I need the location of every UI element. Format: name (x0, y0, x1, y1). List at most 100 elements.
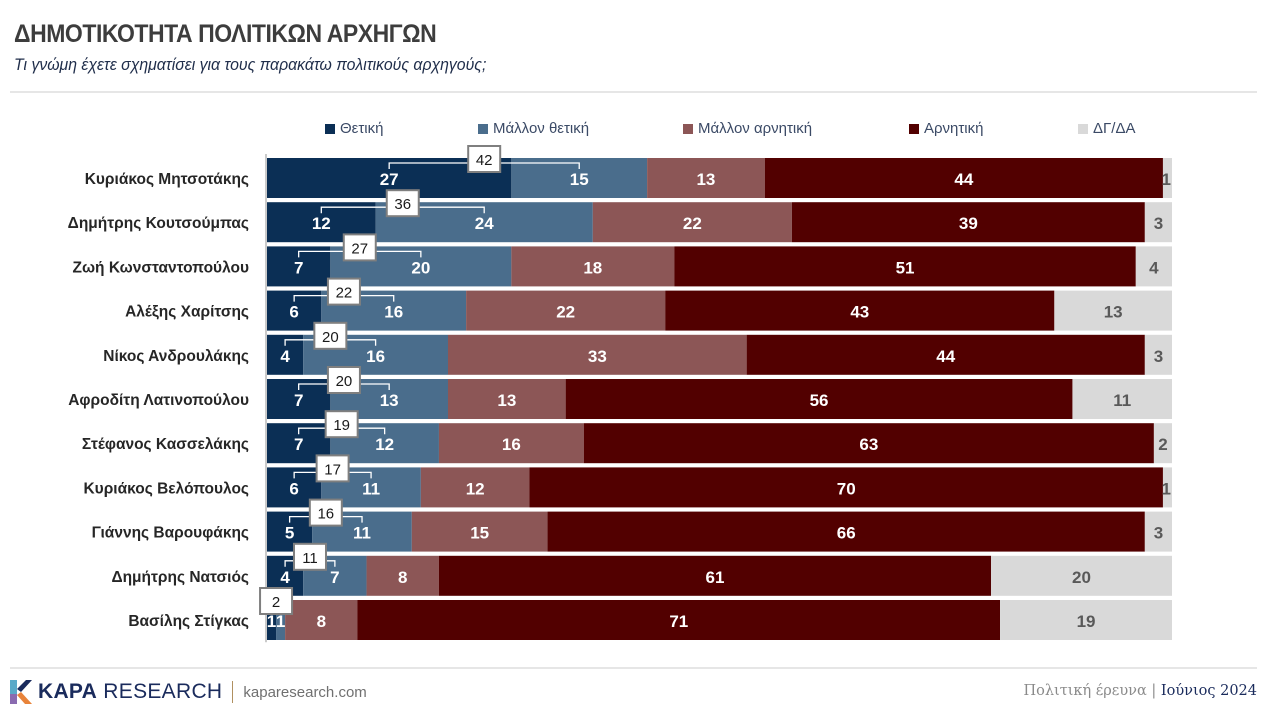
category-label: Βασίλης Στίγκας (128, 613, 249, 630)
data-label: 3 (1154, 524, 1163, 543)
data-label: 13 (696, 170, 715, 189)
data-label: 18 (583, 258, 602, 277)
bar-dk-na (1144, 334, 1172, 375)
bar-negative (547, 511, 1145, 552)
bar-dk-na (1144, 202, 1172, 243)
data-label: 3 (1154, 347, 1163, 366)
data-label: 7 (294, 391, 303, 410)
bar-dk-na (1153, 423, 1172, 464)
positive-total-label: 19 (333, 417, 350, 434)
data-label: 11 (1113, 391, 1131, 410)
brand-light: RESEARCH (97, 680, 223, 703)
positive-total-box (313, 321, 348, 350)
data-label: 12 (466, 479, 485, 498)
data-label: 11 (362, 479, 380, 498)
data-label: 6 (289, 479, 298, 498)
data-label: 7 (330, 568, 339, 587)
positive-total-box (342, 233, 377, 262)
positive-total-box (308, 498, 343, 527)
data-label: 44 (936, 347, 955, 366)
legend-label: Θετική (340, 120, 384, 137)
data-label: 1 (276, 612, 285, 631)
legend-swatch (1078, 123, 1088, 134)
data-label: 3 (1154, 214, 1163, 233)
data-label: 8 (398, 568, 407, 587)
data-label: 24 (475, 214, 494, 233)
bar-negative (746, 334, 1145, 375)
data-label: 7 (294, 435, 303, 454)
data-label: 66 (837, 524, 856, 543)
positive-total-label: 22 (336, 285, 353, 302)
data-label: 13 (380, 391, 399, 410)
legend-item-negative: Αρνητική (909, 120, 983, 137)
legend-item-dk-na: ΔΓ/ΔΑ (1078, 120, 1135, 137)
data-label: 16 (502, 435, 521, 454)
bar-dk-na (1144, 511, 1172, 552)
data-label: 12 (312, 214, 331, 233)
category-label: Κυριάκος Μητσοτάκης (85, 171, 249, 188)
data-label: 22 (556, 303, 575, 322)
bar-rather-negative (466, 290, 666, 331)
data-label: 2 (1158, 435, 1167, 454)
survey-separator: | (1146, 683, 1161, 699)
legend-swatch (478, 123, 488, 134)
brand-separator (232, 681, 234, 703)
category-label: Αφροδίτη Λατινοπούλου (68, 392, 249, 409)
survey-info: Πολιτική έρευνα | Ιούνιος 2024 (1023, 683, 1257, 699)
page-title: ΔΗΜΟΤΙΚΟΤΗΤΑ ΠΟΛΙΤΙΚΩΝ ΑΡΧΗΓΩΝ (14, 20, 437, 48)
legend-label: ΔΓ/ΔΑ (1093, 120, 1136, 137)
positive-total-label: 20 (322, 329, 339, 346)
positive-total-box (467, 145, 502, 173)
top-divider (10, 91, 1257, 93)
bar-negative (791, 202, 1145, 243)
data-label: 1 (1162, 479, 1171, 498)
bar-negative (357, 600, 1001, 640)
positive-total-box (324, 410, 359, 439)
bar-rather-negative (285, 600, 358, 640)
bar-rather-negative (411, 511, 548, 552)
chart-legend: Θετική Μάλλον θετική Μάλλον αρνητική Αρν… (0, 120, 1265, 140)
category-label: Γιάννης Βαρουφάκης (92, 525, 249, 542)
category-label: Δημήτρης Κουτσούμπας (68, 215, 249, 232)
bar-dk-na (991, 555, 1172, 596)
positive-total-label: 16 (317, 506, 334, 523)
positive-total-box (315, 454, 350, 483)
category-label: Ζωή Κωνσταντοπούλου (73, 259, 250, 276)
bar-dk-na (1162, 158, 1172, 198)
data-label: 44 (954, 170, 973, 189)
positive-total-label: 2 (272, 594, 280, 611)
data-label: 63 (859, 435, 878, 454)
brand-name: KAPA RESEARCH (38, 680, 222, 704)
category-label: Κυριάκος Βελόπουλος (83, 480, 249, 497)
positive-total-label: 42 (476, 152, 493, 169)
positive-total-box (326, 366, 361, 394)
data-label: 15 (570, 170, 589, 189)
data-label: 39 (959, 214, 978, 233)
page-subtitle: Τι γνώμη έχετε σχηματίσει για τους παρακ… (14, 55, 487, 74)
data-label: 4 (280, 347, 290, 366)
data-label: 56 (810, 391, 829, 410)
data-label: 51 (896, 258, 915, 277)
legend-item-rather-positive: Μάλλον θετική (478, 120, 589, 137)
bar-dk-na (1135, 246, 1172, 287)
data-label: 15 (470, 524, 489, 543)
data-label: 1 (1162, 170, 1171, 189)
bar-rather-negative (438, 423, 584, 464)
data-label: 71 (669, 612, 688, 631)
positive-total-label: 36 (394, 196, 411, 213)
category-label: Δημήτρης Νατσιός (111, 569, 249, 586)
website-link[interactable]: kaparesearch.com (243, 683, 367, 701)
data-label: 43 (850, 303, 869, 322)
positive-total-label: 20 (336, 373, 353, 390)
bar-negative (583, 423, 1154, 464)
positive-total-box (385, 189, 420, 218)
bar-negative (438, 555, 991, 596)
data-label: 20 (1072, 568, 1091, 587)
bar-rather-positive (276, 600, 286, 640)
data-label: 12 (375, 435, 394, 454)
positive-total-box (259, 587, 294, 615)
bar-dk-na (1162, 467, 1172, 508)
bar-negative (674, 246, 1136, 287)
data-label: 8 (317, 612, 326, 631)
